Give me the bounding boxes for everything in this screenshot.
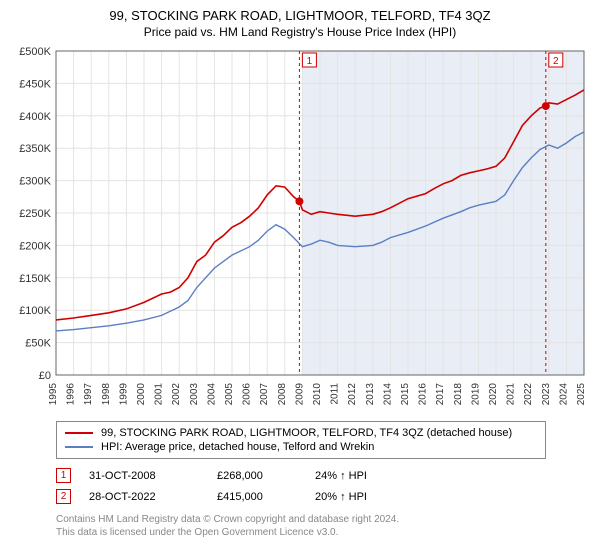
legend-row-hpi: HPI: Average price, detached house, Telf… <box>65 440 537 454</box>
legend-swatch-hpi <box>65 446 93 448</box>
sale-pct-1: 24% ↑ HPI <box>315 470 415 482</box>
sale-price-2: £415,000 <box>217 491 297 503</box>
chart-subtitle: Price paid vs. HM Land Registry's House … <box>10 25 590 39</box>
legend-swatch-property <box>65 432 93 434</box>
svg-text:£300K: £300K <box>19 176 51 188</box>
svg-text:2000: 2000 <box>136 383 147 406</box>
chart-title: 99, STOCKING PARK ROAD, LIGHTMOOR, TELFO… <box>10 8 590 23</box>
svg-text:2008: 2008 <box>277 383 288 406</box>
svg-text:£100K: £100K <box>19 305 51 317</box>
legend-label-hpi: HPI: Average price, detached house, Telf… <box>101 441 374 453</box>
svg-text:2019: 2019 <box>470 383 481 406</box>
legend-row-property: 99, STOCKING PARK ROAD, LIGHTMOOR, TELFO… <box>65 426 537 440</box>
svg-text:2006: 2006 <box>242 383 253 406</box>
svg-text:2003: 2003 <box>189 383 200 406</box>
sale-date-1: 31-OCT-2008 <box>89 470 199 482</box>
svg-text:2012: 2012 <box>347 383 358 406</box>
attribution-line2: This data is licensed under the Open Gov… <box>56 526 590 539</box>
sale-badge-2: 2 <box>56 489 71 504</box>
svg-text:2023: 2023 <box>541 383 552 406</box>
svg-text:2009: 2009 <box>294 383 305 406</box>
line-chart-svg: £0 £50K £100K £150K £200K £250K £300K £350K £400… <box>10 45 590 415</box>
sale-price-1: £268,000 <box>217 470 297 482</box>
sale-row-1: 1 31-OCT-2008 £268,000 24% ↑ HPI <box>56 465 590 486</box>
svg-text:£0: £0 <box>39 370 51 382</box>
svg-text:2007: 2007 <box>259 383 270 406</box>
svg-text:2010: 2010 <box>312 383 323 406</box>
svg-text:£150K: £150K <box>19 273 51 285</box>
svg-text:1: 1 <box>307 56 313 67</box>
svg-text:1995: 1995 <box>48 383 59 406</box>
sale-row-2: 2 28-OCT-2022 £415,000 20% ↑ HPI <box>56 486 590 507</box>
svg-text:£350K: £350K <box>19 143 51 155</box>
chart-area: £0 £50K £100K £150K £200K £250K £300K £350K £400… <box>10 45 590 415</box>
svg-text:2005: 2005 <box>224 383 235 406</box>
svg-text:2013: 2013 <box>365 383 376 406</box>
attribution-line1: Contains HM Land Registry data © Crown c… <box>56 513 590 526</box>
svg-text:2022: 2022 <box>523 383 534 406</box>
svg-text:£50K: £50K <box>25 338 51 350</box>
svg-text:1999: 1999 <box>118 383 129 406</box>
sale-badge-1: 1 <box>56 468 71 483</box>
svg-text:2016: 2016 <box>418 383 429 406</box>
sale-markers: 1 31-OCT-2008 £268,000 24% ↑ HPI 2 28-OC… <box>56 465 590 507</box>
attribution: Contains HM Land Registry data © Crown c… <box>56 513 590 539</box>
svg-text:2001: 2001 <box>154 383 165 406</box>
svg-text:2004: 2004 <box>206 383 217 406</box>
svg-text:2021: 2021 <box>506 383 517 406</box>
svg-text:2015: 2015 <box>400 383 411 406</box>
svg-text:£500K: £500K <box>19 46 51 58</box>
chart-container: 99, STOCKING PARK ROAD, LIGHTMOOR, TELFO… <box>0 0 600 545</box>
svg-text:2020: 2020 <box>488 383 499 406</box>
svg-text:£250K: £250K <box>19 208 51 220</box>
svg-text:1996: 1996 <box>66 383 77 406</box>
legend: 99, STOCKING PARK ROAD, LIGHTMOOR, TELFO… <box>56 421 546 459</box>
svg-text:£400K: £400K <box>19 111 51 123</box>
svg-text:£450K: £450K <box>19 78 51 90</box>
svg-text:2017: 2017 <box>435 383 446 406</box>
svg-text:2025: 2025 <box>576 383 587 406</box>
svg-text:1998: 1998 <box>101 383 112 406</box>
svg-text:£200K: £200K <box>19 240 51 252</box>
sale-date-2: 28-OCT-2022 <box>89 491 199 503</box>
sale-pct-2: 20% ↑ HPI <box>315 491 415 503</box>
svg-text:2018: 2018 <box>453 383 464 406</box>
svg-text:2002: 2002 <box>171 383 182 406</box>
svg-text:1997: 1997 <box>83 383 94 406</box>
svg-text:2014: 2014 <box>382 383 393 406</box>
legend-label-property: 99, STOCKING PARK ROAD, LIGHTMOOR, TELFO… <box>101 427 512 439</box>
svg-text:2: 2 <box>553 56 559 67</box>
svg-text:2011: 2011 <box>330 383 341 405</box>
svg-text:2024: 2024 <box>558 383 569 406</box>
